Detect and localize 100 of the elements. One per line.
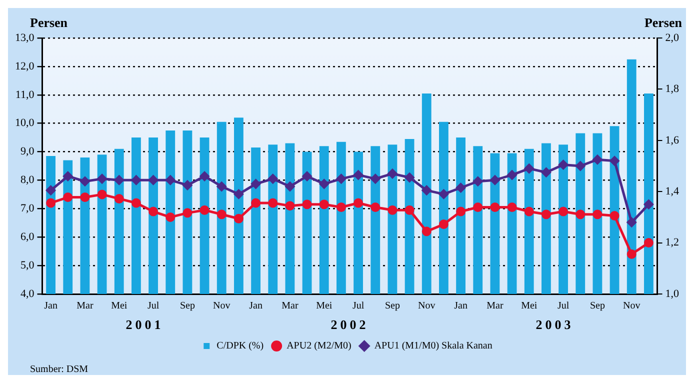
- point: [97, 174, 107, 184]
- point: [644, 238, 654, 248]
- y-tick-label: 11,0: [15, 88, 35, 101]
- y2-tick-label: 1,0: [665, 288, 680, 300]
- point: [404, 172, 414, 182]
- point: [438, 220, 448, 230]
- point: [626, 218, 636, 228]
- point: [234, 214, 244, 224]
- legend-label: APU2 (M2/M0): [286, 340, 352, 352]
- point: [285, 182, 295, 192]
- x-tick-label: Mar: [76, 300, 94, 312]
- point: [268, 198, 278, 208]
- x-tick-label: Jul: [352, 300, 364, 312]
- point: [200, 171, 210, 181]
- y-tick-label: 12,0: [15, 60, 35, 72]
- point: [644, 200, 654, 210]
- point: [63, 171, 73, 181]
- x-tick-label: Jan: [249, 300, 262, 312]
- point: [473, 176, 483, 186]
- x-tick-label: Mei: [316, 300, 332, 312]
- point: [268, 174, 278, 184]
- point: [80, 176, 90, 186]
- x-tick-label: Nov: [623, 300, 640, 312]
- y-tick-label: 4,0: [20, 288, 35, 300]
- point: [388, 168, 398, 178]
- point: [216, 210, 226, 220]
- point: [114, 175, 124, 185]
- point: [354, 170, 364, 180]
- point: [131, 175, 141, 185]
- point: [422, 226, 432, 236]
- point: [46, 186, 56, 196]
- x-tick-label: Mei: [521, 300, 538, 312]
- point: [576, 161, 586, 171]
- x-tick-label: Sep: [384, 300, 400, 312]
- y2-tick-label: 2,0: [665, 32, 680, 44]
- point: [610, 156, 620, 166]
- y2-tick-label: 1,8: [665, 83, 680, 96]
- point: [302, 200, 312, 210]
- point: [541, 210, 551, 220]
- point: [216, 182, 226, 192]
- text: 2001: [126, 317, 164, 332]
- point: [524, 164, 534, 174]
- point: [234, 189, 244, 199]
- point: [507, 170, 517, 180]
- point: [336, 174, 346, 184]
- x-tick-label: Jul: [557, 300, 570, 312]
- x-tick-label: Nov: [418, 300, 436, 312]
- point: [422, 186, 432, 196]
- point: [166, 175, 176, 185]
- point: [80, 192, 90, 202]
- x-tick-label: Sep: [180, 300, 195, 312]
- y2-tick-label: 1,4: [665, 185, 680, 198]
- point: [438, 189, 448, 199]
- legend-label: C/DPK (%): [216, 340, 264, 352]
- point: [319, 200, 329, 210]
- point: [473, 202, 483, 212]
- point: [302, 171, 312, 181]
- point: [592, 210, 602, 220]
- y2-tick-label: 1,2: [665, 236, 679, 249]
- text: 2003: [536, 317, 574, 332]
- x-tick-label: Jan: [44, 300, 58, 312]
- point: [97, 190, 107, 200]
- point: [388, 205, 398, 215]
- point: [354, 198, 364, 208]
- point: [610, 211, 620, 221]
- point: [114, 194, 124, 204]
- y-tick-label: 7,0: [20, 202, 35, 215]
- point: [558, 160, 568, 170]
- point: [490, 202, 500, 212]
- y-tick-label: 5,0: [20, 259, 35, 272]
- point: [456, 206, 466, 216]
- y-tick-label: 8,0: [20, 174, 35, 186]
- y-tick-label: 13,0: [15, 32, 35, 44]
- point: [166, 212, 176, 222]
- y2-tick-label: 1,6: [665, 134, 680, 146]
- point: [576, 210, 586, 220]
- point: [336, 202, 346, 212]
- point: [148, 175, 158, 185]
- x-tick-label: Nov: [213, 300, 230, 312]
- x-tick-label: Jul: [147, 300, 160, 312]
- point: [404, 205, 414, 215]
- point: [200, 205, 210, 215]
- point: [148, 206, 158, 216]
- x-tick-label: Mei: [111, 300, 128, 312]
- point: [626, 249, 636, 259]
- y2-axis-title: Persen: [644, 14, 683, 30]
- text: Sumber: DSM: [30, 364, 88, 375]
- point: [524, 206, 534, 216]
- point: [319, 179, 329, 189]
- x-tick-label: Mar: [486, 300, 504, 312]
- y-tick-label: 10,0: [15, 117, 35, 130]
- text: 2002: [330, 317, 369, 332]
- x-tick-label: Sep: [590, 300, 605, 312]
- point: [456, 183, 466, 193]
- point: [592, 154, 602, 164]
- point: [251, 198, 261, 208]
- point: [63, 192, 73, 202]
- point: [285, 201, 295, 211]
- legend-label: APU1 (M1/M0) Skala Kanan: [374, 340, 492, 352]
- y-axis-title: Persen: [30, 14, 68, 30]
